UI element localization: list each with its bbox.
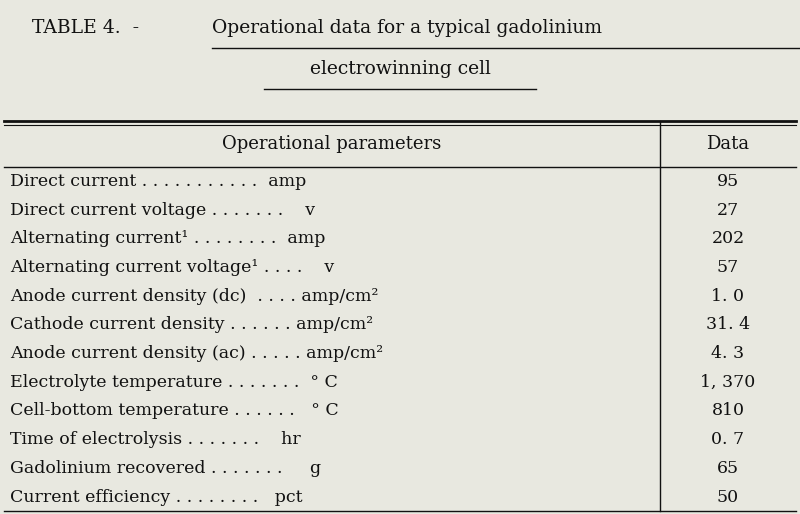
Text: electrowinning cell: electrowinning cell: [310, 60, 490, 79]
Text: 31. 4: 31. 4: [706, 317, 750, 334]
Text: 0. 7: 0. 7: [711, 431, 745, 448]
Text: 1, 370: 1, 370: [700, 374, 756, 391]
Text: Cathode current density . . . . . . amp/cm²: Cathode current density . . . . . . amp/…: [10, 317, 374, 334]
Text: Alternating current¹ . . . . . . . .  amp: Alternating current¹ . . . . . . . . amp: [10, 230, 326, 247]
Text: 57: 57: [717, 259, 739, 276]
Text: 1. 0: 1. 0: [711, 288, 745, 305]
Text: Direct current . . . . . . . . . . .  amp: Direct current . . . . . . . . . . . amp: [10, 173, 306, 190]
Text: 202: 202: [711, 230, 745, 247]
Text: 810: 810: [711, 402, 745, 419]
Text: Data: Data: [706, 135, 750, 153]
Text: Operational parameters: Operational parameters: [222, 135, 442, 153]
Text: 65: 65: [717, 460, 739, 477]
Text: Anode current density (dc)  . . . . amp/cm²: Anode current density (dc) . . . . amp/c…: [10, 288, 378, 305]
Text: 50: 50: [717, 489, 739, 506]
Text: Direct current voltage . . . . . . .    v: Direct current voltage . . . . . . . v: [10, 201, 315, 218]
Text: TABLE 4.  -: TABLE 4. -: [32, 19, 145, 38]
Text: Gadolinium recovered . . . . . . .     g: Gadolinium recovered . . . . . . . g: [10, 460, 322, 477]
Text: 4. 3: 4. 3: [711, 345, 745, 362]
Text: Electrolyte temperature . . . . . . .  ° C: Electrolyte temperature . . . . . . . ° …: [10, 374, 338, 391]
Text: Anode current density (ac) . . . . . amp/cm²: Anode current density (ac) . . . . . amp…: [10, 345, 383, 362]
Text: Time of electrolysis . . . . . . .    hr: Time of electrolysis . . . . . . . hr: [10, 431, 301, 448]
Text: Current efficiency . . . . . . . .   pct: Current efficiency . . . . . . . . pct: [10, 489, 303, 506]
Text: Cell-bottom temperature . . . . . .   ° C: Cell-bottom temperature . . . . . . ° C: [10, 402, 339, 419]
Text: 95: 95: [717, 173, 739, 190]
Text: 27: 27: [717, 201, 739, 218]
Text: Alternating current voltage¹ . . . .    v: Alternating current voltage¹ . . . . v: [10, 259, 334, 276]
Text: Operational data for a typical gadolinium: Operational data for a typical gadoliniu…: [212, 19, 602, 38]
